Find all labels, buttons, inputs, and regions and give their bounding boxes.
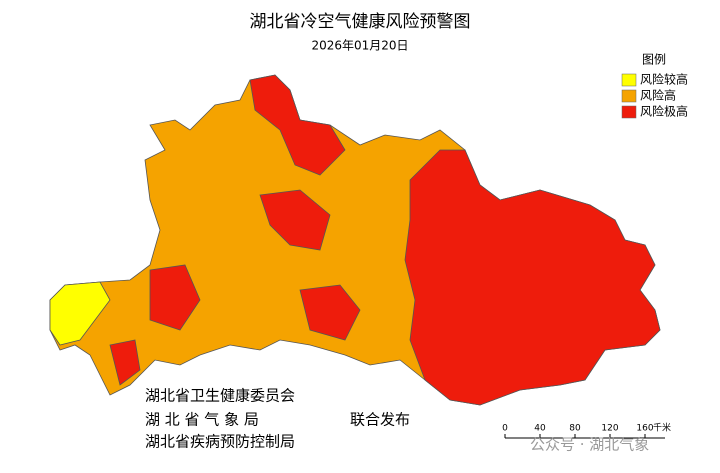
map-date: 2026年01月20日 [311, 39, 408, 53]
issuer-line: 湖北省疾病预防控制局 [145, 433, 295, 451]
watermark: 公众号 · 湖北气象 [530, 436, 649, 454]
scale-bar: 0 40 80 120 160 千米 [502, 422, 671, 439]
legend-swatch [621, 105, 637, 119]
map [49, 74, 661, 406]
central-area [259, 189, 331, 251]
central-south-area [299, 284, 361, 341]
north-area [249, 74, 346, 176]
south-west-area [109, 339, 141, 386]
legend-label: 风险较高 [640, 72, 688, 87]
legend-label: 风险极高 [640, 104, 688, 119]
legend-swatch [621, 89, 637, 103]
legend-title: 图例 [642, 53, 666, 67]
far-west-area [49, 281, 111, 346]
east-area [404, 149, 661, 406]
legend-label: 风险高 [640, 88, 676, 103]
map-title: 湖北省冷空气健康风险预警图 [250, 12, 471, 32]
west-area [149, 264, 201, 331]
legend-swatch [621, 73, 637, 87]
scale-unit: 千米 [653, 422, 671, 434]
issuer-line: 湖 北 省 气 象 局 [145, 411, 259, 429]
scale-label: 80 [569, 424, 581, 434]
scale-label: 120 [601, 424, 618, 434]
issuer-line: 湖北省卫生健康委员会 [145, 387, 295, 405]
scale-label: 0 [502, 424, 508, 434]
scale-label: 40 [534, 424, 546, 434]
scale-label: 160 [636, 424, 653, 434]
issuers: 湖北省卫生健康委员会 湖 北 省 气 象 局 湖北省疾病预防控制局 联合发布 [145, 387, 410, 451]
joint-release: 联合发布 [350, 411, 410, 429]
